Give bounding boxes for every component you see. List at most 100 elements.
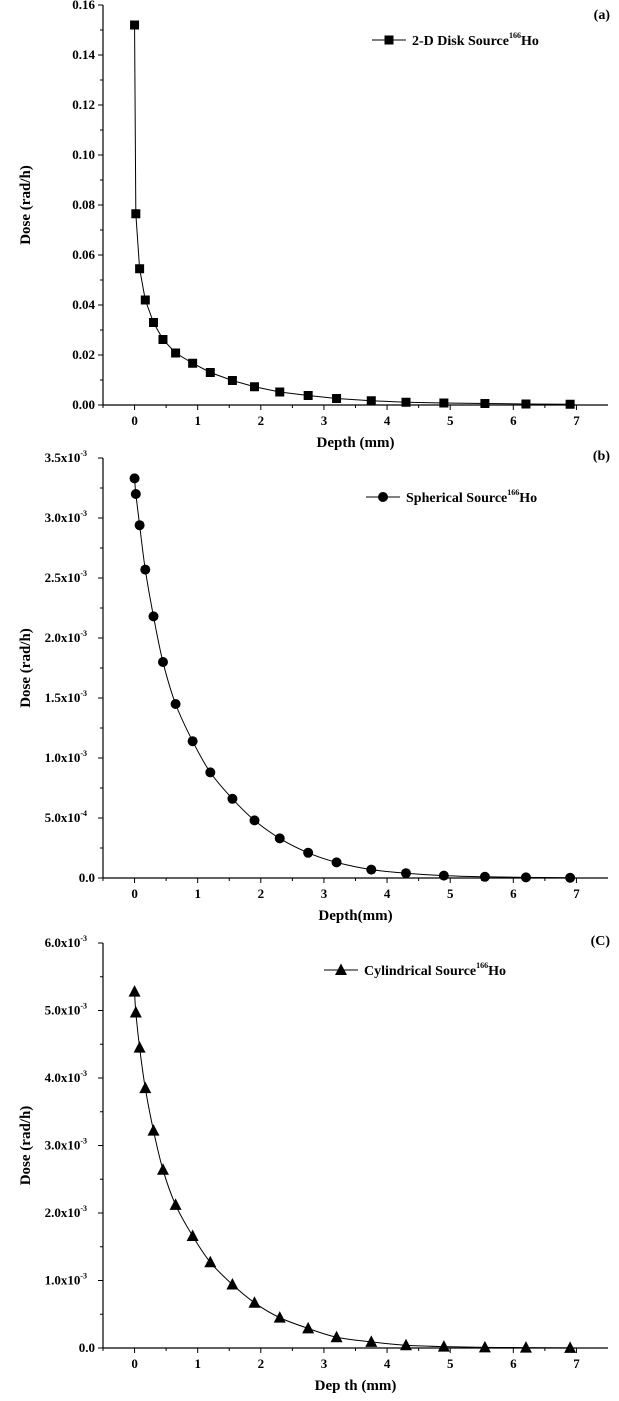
data-point-triangle [519, 1341, 532, 1353]
data-point-triangle [302, 1321, 315, 1334]
x-tick-label: 2 [258, 886, 265, 901]
data-point-square [140, 295, 150, 305]
series-line [134, 24, 571, 405]
x-tick-label: 3 [321, 1356, 328, 1371]
x-tick-label: 3 [321, 413, 328, 428]
y-tick-label: 3.0x10-3 [45, 509, 87, 525]
y-tick-label: 0.0 [79, 1340, 95, 1355]
x-tick-label: 6 [510, 1356, 517, 1371]
y-tick-label: 0.12 [72, 97, 95, 112]
data-point-square [149, 318, 158, 327]
data-point-circle [227, 793, 238, 804]
y-tick-label: 0.04 [72, 297, 95, 312]
y-tick-label: 2.5x10-3 [45, 569, 87, 585]
y-tick-label: 1.5x10-3 [45, 689, 87, 705]
data-point-square [480, 399, 490, 408]
panel-label: (b) [593, 449, 610, 464]
x-tick-label: 6 [510, 413, 517, 428]
y-axis-title: Dose (rad/h) [18, 1106, 34, 1186]
legend-label: 2-D Disk Source166Ho [412, 31, 539, 49]
data-point-triangle [129, 1006, 142, 1018]
x-tick-label: 6 [510, 886, 517, 901]
x-tick-label: 7 [573, 413, 580, 428]
data-point-circle [148, 611, 159, 622]
y-tick-label: 1.0x10-3 [45, 749, 87, 765]
x-tick-label: 0 [131, 886, 138, 901]
chart-panel-b: 0 1 2 3 4 5 6 7 0.0 5.0x10-4 1.0x10-3 1.5x10-3 2.0x1… [18, 449, 610, 924]
data-point-circle [170, 699, 181, 709]
data-point-circle [331, 857, 342, 868]
data-point-square [171, 348, 181, 358]
data-point-circle [565, 872, 576, 883]
data-point-triangle [128, 985, 141, 997]
x-tick-label: 1 [194, 413, 201, 428]
legend-marker [335, 963, 347, 975]
y-tick-label: 5.0x10-4 [45, 809, 87, 825]
data-point-triangle [156, 1163, 169, 1175]
data-point-circle [401, 868, 411, 879]
x-tick-label: 7 [573, 1356, 580, 1371]
data-point-square [275, 387, 285, 397]
data-point-circle [130, 489, 141, 499]
data-point-triangle [365, 1335, 378, 1347]
x-tick-label: 7 [573, 886, 580, 901]
x-tick-label: 5 [447, 1356, 454, 1371]
panel-label: (a) [594, 8, 611, 23]
data-point-triangle [248, 1296, 261, 1308]
data-point-circle [274, 833, 285, 844]
data-point-square [188, 358, 198, 368]
data-point-circle [140, 564, 151, 575]
x-tick-label: 5 [447, 413, 454, 428]
data-point-circle [205, 767, 216, 778]
y-axis-title: Dose (rad/h) [18, 628, 34, 708]
y-tick-label: 6.0x10-3 [45, 934, 87, 950]
y-tick-label: 3.0x10-3 [45, 1137, 87, 1153]
y-tick-label: 5.0x10-3 [45, 1002, 87, 1018]
data-point-triangle [226, 1278, 239, 1290]
y-tick-label: 3.5x10-3 [45, 449, 87, 465]
data-point-circle [303, 847, 314, 858]
data-point-square [439, 398, 449, 408]
chart-panel-a: 0 1 2 3 4 5 6 7 0.00 0.02 0.04 0.06 0.08 0.10 0.12 0.14… [18, 0, 610, 451]
data-point-square [332, 394, 342, 403]
legend-marker [378, 492, 388, 502]
x-tick-label: 4 [384, 413, 391, 428]
data-point-circle [249, 815, 260, 826]
data-point-circle [366, 864, 377, 875]
y-tick-label: 0.10 [72, 147, 95, 162]
x-tick-label: 4 [384, 1356, 391, 1371]
data-point-circle [157, 657, 168, 667]
legend-label: Cylindrical Source166Ho [364, 961, 506, 979]
data-point-square [521, 399, 531, 409]
data-point-triangle [273, 1311, 286, 1323]
data-point-triangle [564, 1341, 577, 1353]
x-tick-label: 2 [258, 1356, 265, 1371]
data-point-circle [479, 871, 490, 882]
x-tick-label: 5 [447, 886, 454, 901]
data-point-triangle [204, 1255, 217, 1268]
data-point-square [250, 382, 259, 392]
x-tick-label: 0 [131, 413, 138, 428]
data-point-triangle [169, 1198, 182, 1210]
data-point-square [401, 397, 411, 407]
data-point-triangle [437, 1340, 450, 1352]
data-point-triangle [186, 1229, 199, 1241]
y-tick-label: 0.08 [72, 197, 95, 212]
series-line [134, 478, 571, 879]
panel-label: (C) [591, 934, 611, 949]
y-tick-label: 0.06 [72, 247, 95, 262]
data-point-square [158, 335, 168, 344]
legend-marker [384, 35, 394, 45]
x-tick-label: 0 [131, 1356, 138, 1371]
data-point-triangle [139, 1081, 152, 1094]
x-tick-label: 1 [194, 1356, 201, 1371]
y-tick-label: 0.16 [72, 0, 95, 12]
y-tick-label: 2.0x10-3 [45, 629, 87, 645]
data-point-square [131, 209, 141, 219]
y-axis-title: Dose (rad/h) [18, 165, 34, 245]
data-point-triangle [478, 1340, 491, 1353]
x-axis-title: Dep th (mm) [315, 1378, 397, 1394]
data-point-square [227, 376, 237, 385]
chart-panel-c: 0 1 2 3 4 5 6 7 0.0 1.0x10-3 2.0x10-3 3.0x10-3 4.0x1… [18, 934, 610, 1394]
y-tick-label: 0.02 [72, 347, 95, 362]
